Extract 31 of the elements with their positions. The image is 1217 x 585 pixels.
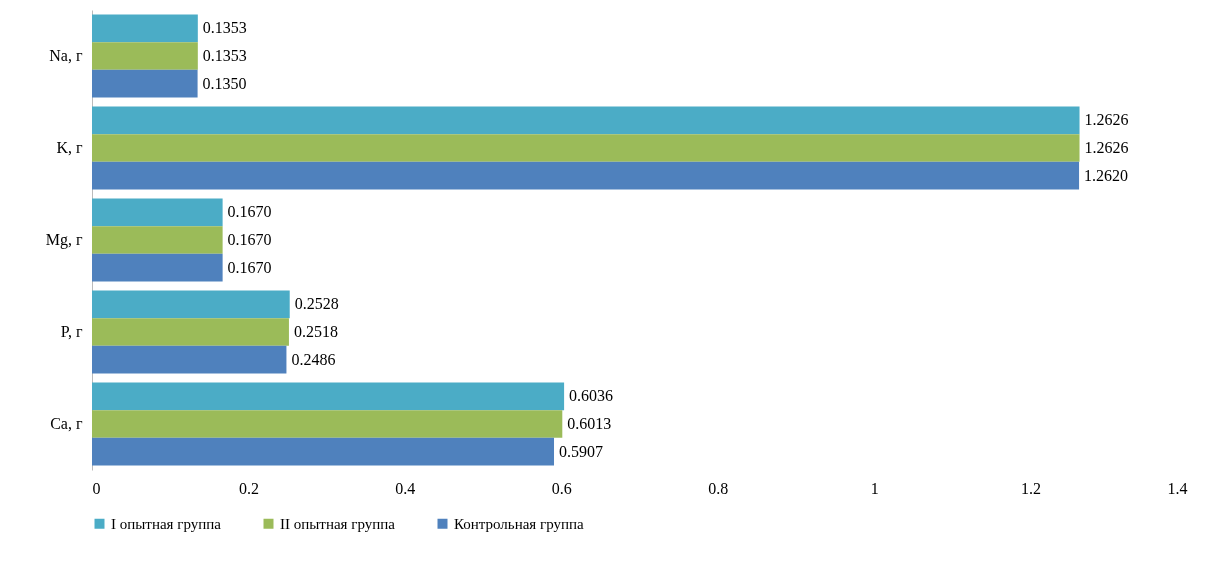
- data-label: 0.1353: [202, 47, 247, 64]
- data-label: 0.2518: [293, 323, 338, 340]
- y-tick-label: P, г: [60, 323, 83, 340]
- data-label: 0.2486: [291, 350, 336, 368]
- x-tick-label: 0.2: [238, 479, 259, 497]
- data-label: 0.6036: [569, 387, 614, 405]
- legend-label: II опытная группа: [280, 515, 396, 532]
- data-label: 0.5907: [559, 442, 604, 460]
- data-label: 1.2620: [1084, 166, 1129, 184]
- x-tick-label: 1.2: [1021, 479, 1042, 497]
- x-tick-label: 0.6: [551, 479, 572, 497]
- x-tick-label: 0.4: [395, 479, 416, 497]
- data-label: 0.1670: [227, 258, 272, 276]
- y-tick-label: Mg, г: [45, 231, 83, 249]
- data-label: 0.6013: [567, 415, 612, 432]
- legend-label: I опытная группа: [111, 515, 222, 532]
- data-label: 0.1670: [227, 203, 272, 221]
- y-tick-label: Na, г: [49, 47, 83, 64]
- legend-label: Контрольная группа: [454, 515, 584, 532]
- data-label: 0.1350: [202, 74, 247, 92]
- data-label: 1.2626: [1084, 111, 1129, 129]
- x-tick-label: 0: [92, 479, 101, 497]
- data-label: 0.1670: [227, 231, 272, 248]
- y-tick-label: K, г: [56, 139, 83, 156]
- y-tick-label: Ca, г: [50, 415, 83, 432]
- x-tick-label: 1: [870, 479, 879, 497]
- data-label: 0.1353: [202, 19, 247, 37]
- data-label: 1.2626: [1084, 139, 1129, 156]
- data-label: 0.2528: [294, 295, 339, 313]
- x-tick-label: 0.8: [708, 479, 729, 497]
- x-tick-label: 1.4: [1167, 479, 1188, 497]
